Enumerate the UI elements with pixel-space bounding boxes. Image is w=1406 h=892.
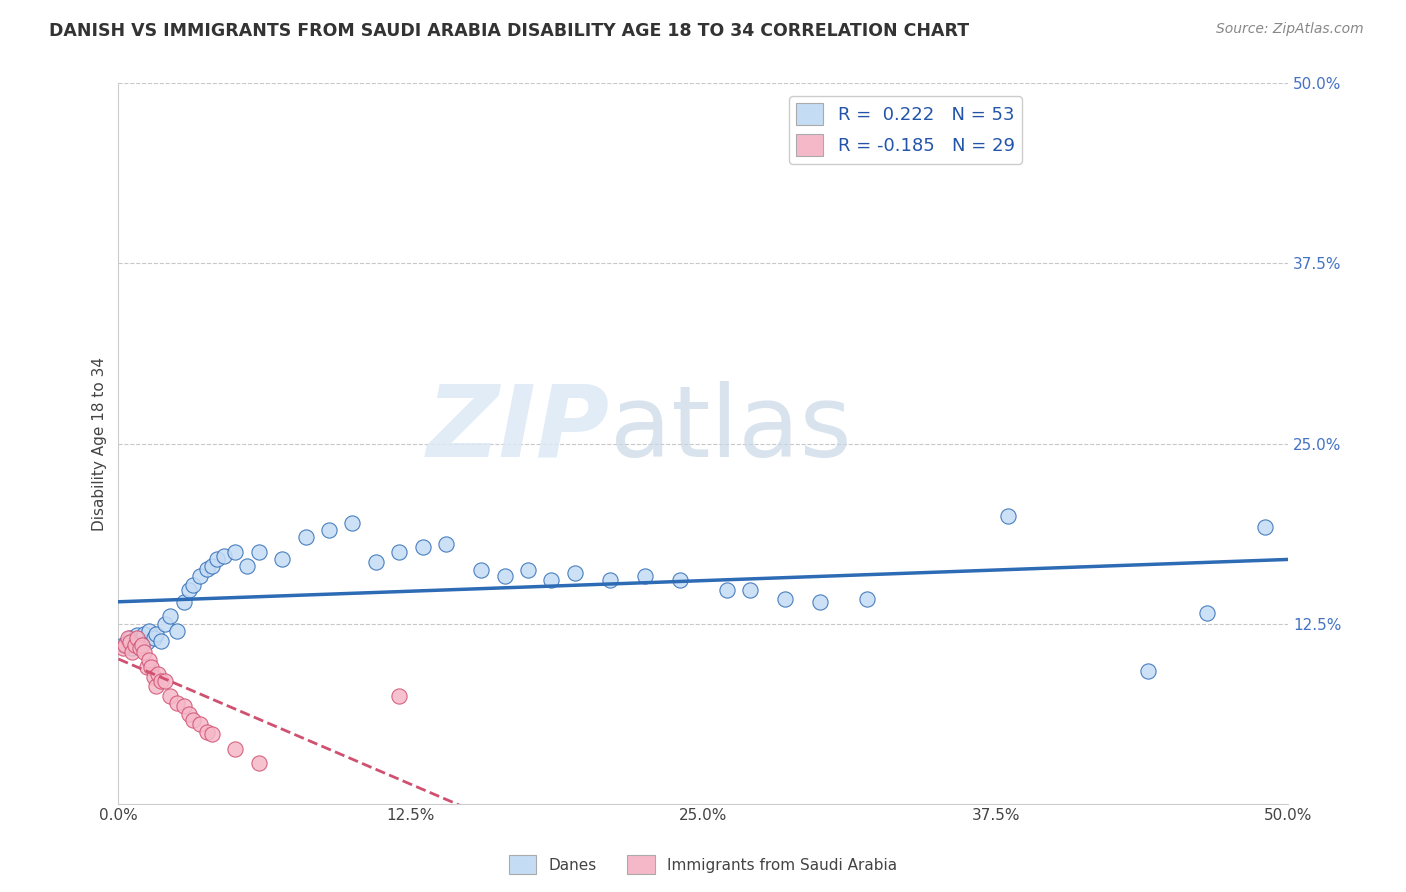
Point xyxy=(247,544,270,558)
Point xyxy=(120,631,142,645)
Point xyxy=(173,698,195,713)
Point xyxy=(494,569,516,583)
Point xyxy=(142,670,165,684)
Point xyxy=(159,689,181,703)
Point xyxy=(224,742,246,756)
Point xyxy=(166,624,188,638)
Point xyxy=(564,566,586,581)
Point xyxy=(128,640,150,654)
Point xyxy=(412,540,434,554)
Point xyxy=(149,674,172,689)
Point xyxy=(141,660,163,674)
Point xyxy=(134,645,156,659)
Point xyxy=(145,679,167,693)
Point xyxy=(128,641,150,656)
Point xyxy=(599,574,621,588)
Point xyxy=(155,616,177,631)
Point xyxy=(212,549,235,563)
Point xyxy=(195,562,218,576)
Point xyxy=(669,574,692,588)
Point xyxy=(236,558,259,573)
Point xyxy=(173,595,195,609)
Point xyxy=(247,756,270,771)
Point xyxy=(1254,520,1277,534)
Point xyxy=(142,631,165,645)
Point xyxy=(166,696,188,710)
Point xyxy=(112,638,135,652)
Point xyxy=(1195,607,1218,621)
Point xyxy=(294,530,316,544)
Point xyxy=(148,667,170,681)
Point xyxy=(145,626,167,640)
Point xyxy=(114,638,136,652)
Point xyxy=(1137,664,1160,678)
Point xyxy=(124,633,146,648)
Point xyxy=(131,631,153,645)
Point xyxy=(188,569,211,583)
Point xyxy=(155,674,177,689)
Legend: R =  0.222   N = 53, R = -0.185   N = 29: R = 0.222 N = 53, R = -0.185 N = 29 xyxy=(789,96,1022,163)
Point xyxy=(516,563,538,577)
Y-axis label: Disability Age 18 to 34: Disability Age 18 to 34 xyxy=(93,357,107,531)
Point xyxy=(716,583,738,598)
Point xyxy=(127,631,149,645)
Point xyxy=(810,595,832,609)
Point xyxy=(121,641,143,656)
Point xyxy=(364,555,387,569)
Point xyxy=(740,583,762,598)
Text: atlas: atlas xyxy=(610,381,852,477)
Point xyxy=(318,523,340,537)
Point xyxy=(195,724,218,739)
Point xyxy=(177,707,200,722)
Point xyxy=(117,631,139,645)
Point xyxy=(271,551,294,566)
Point xyxy=(540,574,562,588)
Point xyxy=(470,563,492,577)
Point xyxy=(120,635,142,649)
Text: Source: ZipAtlas.com: Source: ZipAtlas.com xyxy=(1216,22,1364,37)
Point xyxy=(117,635,139,649)
Point xyxy=(135,635,157,649)
Point xyxy=(124,638,146,652)
Point xyxy=(205,551,228,566)
Point xyxy=(134,626,156,640)
Point xyxy=(634,569,657,583)
Point xyxy=(856,592,879,607)
Point xyxy=(131,638,153,652)
Point xyxy=(121,645,143,659)
Point xyxy=(201,558,224,573)
Point xyxy=(434,537,457,551)
Point xyxy=(149,633,172,648)
Text: DANISH VS IMMIGRANTS FROM SAUDI ARABIA DISABILITY AGE 18 TO 34 CORRELATION CHART: DANISH VS IMMIGRANTS FROM SAUDI ARABIA D… xyxy=(49,22,969,40)
Point xyxy=(224,544,246,558)
Point xyxy=(775,592,797,607)
Legend: Danes, Immigrants from Saudi Arabia: Danes, Immigrants from Saudi Arabia xyxy=(503,849,903,880)
Point xyxy=(127,628,149,642)
Point xyxy=(388,544,411,558)
Point xyxy=(159,609,181,624)
Point xyxy=(112,641,135,656)
Point xyxy=(177,583,200,598)
Point xyxy=(201,727,224,741)
Text: ZIP: ZIP xyxy=(427,381,610,477)
Point xyxy=(188,717,211,731)
Point xyxy=(138,624,160,638)
Point xyxy=(135,660,157,674)
Point xyxy=(181,577,204,591)
Point xyxy=(388,689,411,703)
Point xyxy=(997,508,1019,523)
Point xyxy=(138,652,160,666)
Point xyxy=(342,516,364,530)
Point xyxy=(181,713,204,727)
